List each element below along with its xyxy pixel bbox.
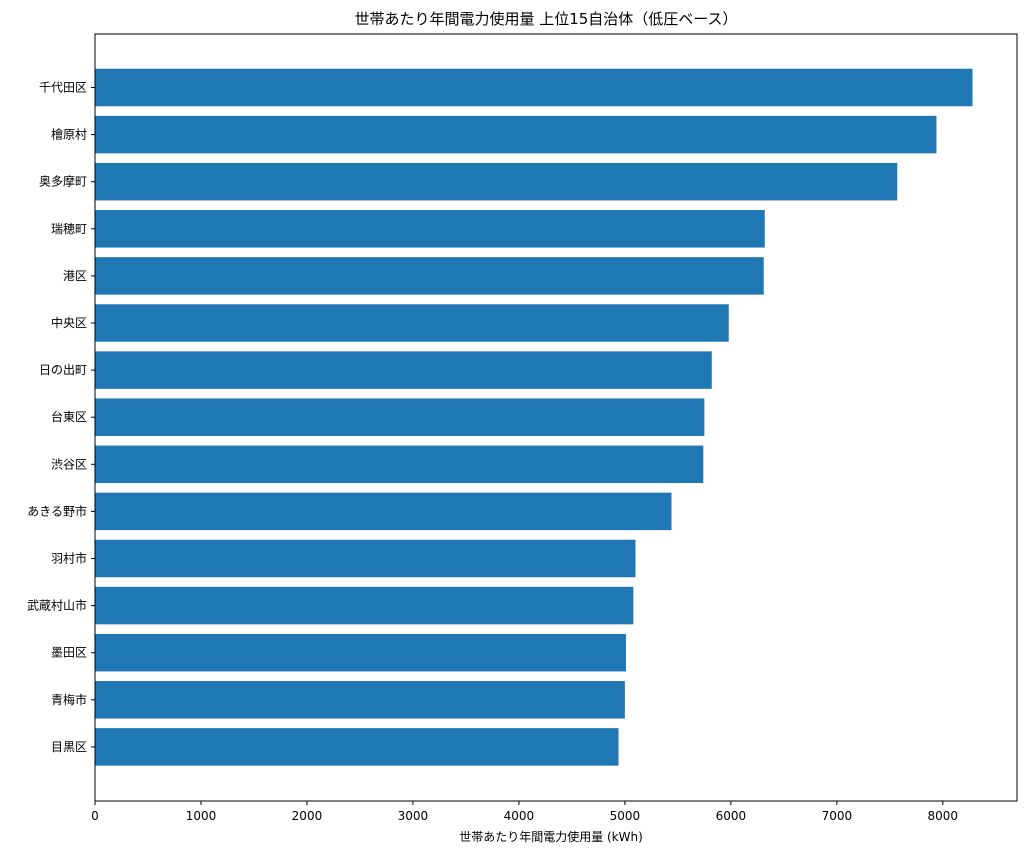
x-tick-label-2: 2000 xyxy=(292,809,323,823)
y-tick-label-14: 目黒区 xyxy=(51,740,87,754)
bar-1 xyxy=(95,115,937,154)
x-tick-label-3: 3000 xyxy=(398,809,429,823)
bars-group xyxy=(95,68,973,766)
y-tick-label-8: 渋谷区 xyxy=(51,457,87,471)
y-tick-label-4: 港区 xyxy=(63,269,87,283)
bar-9 xyxy=(95,492,672,531)
y-tick-label-7: 台東区 xyxy=(51,409,87,424)
bar-3 xyxy=(95,210,765,248)
x-tick-label-1: 1000 xyxy=(186,809,217,823)
bar-11 xyxy=(95,586,634,625)
bar-0 xyxy=(95,68,973,107)
plot-frame xyxy=(94,33,1018,802)
bar-12 xyxy=(95,633,626,672)
bar-8 xyxy=(95,445,704,484)
bar-13 xyxy=(95,681,625,719)
y-ticks-group: 千代田区檜原村奥多摩町瑞穂町港区中央区日の出町台東区渋谷区あきる野市羽村市武蔵村… xyxy=(27,81,95,754)
x-tick-label-4: 4000 xyxy=(504,809,535,823)
x-tick-label-5: 5000 xyxy=(610,809,641,823)
x-tick-label-8: 8000 xyxy=(928,809,959,823)
y-tick-label-2: 奥多摩町 xyxy=(39,174,87,189)
chart-title: 世帯あたり年間電力使用量 上位15自治体（低圧ベース） xyxy=(354,10,737,28)
y-tick-label-6: 日の出町 xyxy=(39,363,87,377)
x-tick-label-6: 6000 xyxy=(716,809,747,823)
bar-6 xyxy=(95,351,712,389)
bar-4 xyxy=(95,257,764,295)
bar-7 xyxy=(95,398,705,436)
bar-10 xyxy=(95,539,636,578)
y-tick-label-11: 武蔵村山市 xyxy=(27,598,87,613)
y-tick-label-5: 中央区 xyxy=(51,315,87,330)
y-tick-label-13: 青梅市 xyxy=(51,692,87,707)
x-axis-label: 世帯あたり年間電力使用量 (kWh) xyxy=(459,829,643,844)
y-tick-label-10: 羽村市 xyxy=(51,551,87,566)
y-tick-label-0: 千代田区 xyxy=(39,81,87,95)
bar-5 xyxy=(95,304,729,342)
y-tick-label-3: 瑞穂町 xyxy=(51,222,87,236)
y-tick-label-9: あきる野市 xyxy=(27,503,87,518)
x-ticks-group: 0 1000 2000 3000 4000 5000 6000 7000 8000 xyxy=(91,801,958,823)
y-tick-label-1: 檜原村 xyxy=(51,127,87,142)
x-tick-label-7: 7000 xyxy=(822,809,853,823)
bar-14 xyxy=(95,728,619,766)
x-tick-label-0: 0 xyxy=(91,809,99,823)
bar-2 xyxy=(95,162,898,201)
y-tick-label-12: 墨田区 xyxy=(51,646,87,660)
